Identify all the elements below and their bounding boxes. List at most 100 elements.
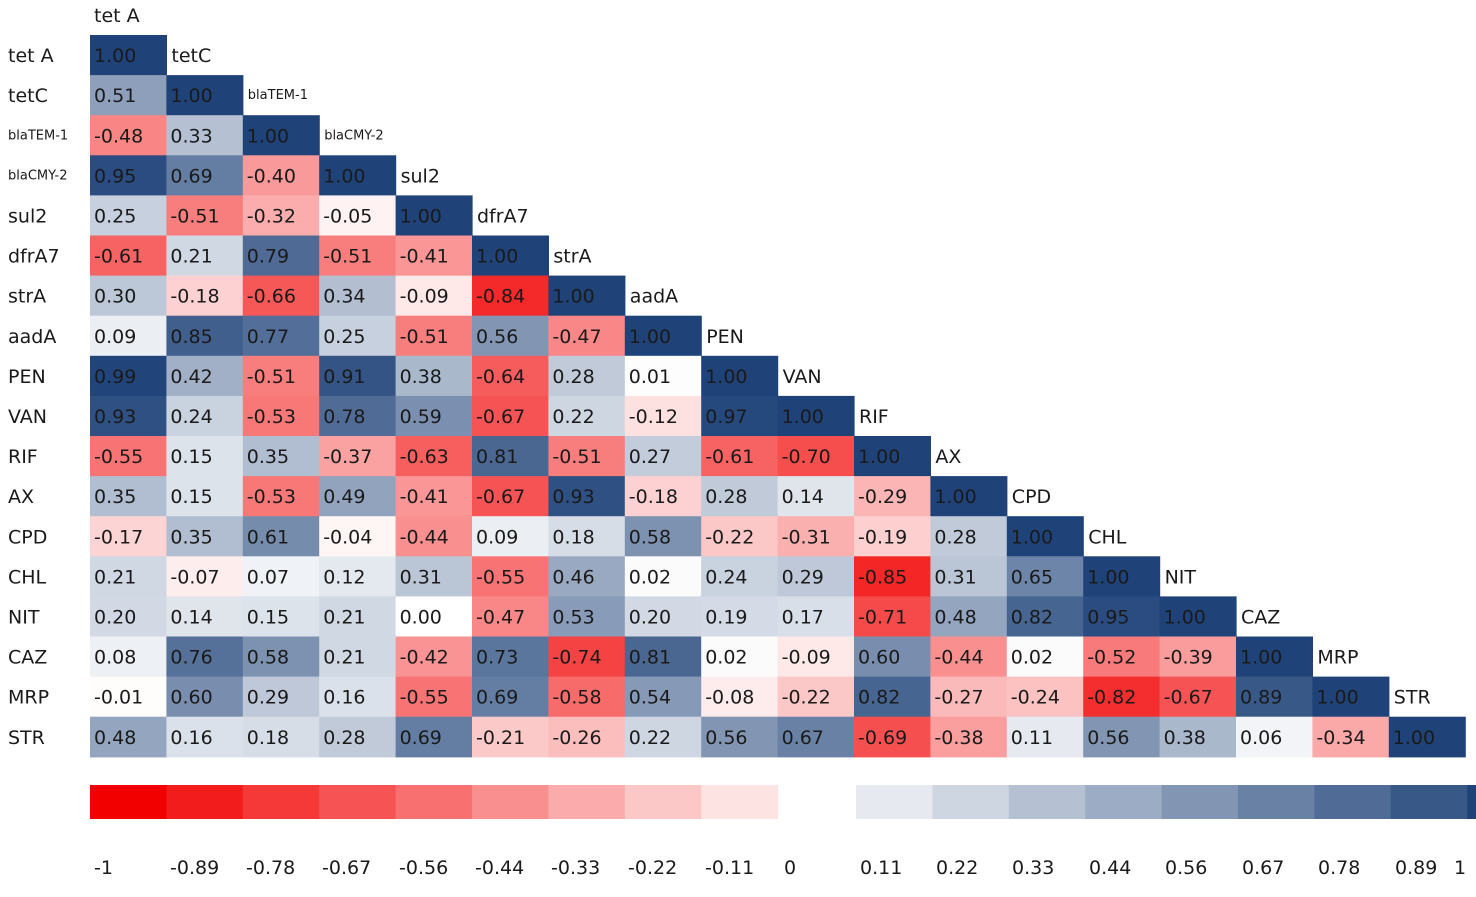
legend-swatch-neg-1 — [166, 785, 244, 819]
legend-swatch-neg-6 — [548, 785, 626, 819]
cell-value-15-11: -0.44 — [934, 647, 983, 669]
cell-14-11 — [930, 596, 1008, 638]
cell-11-11 — [930, 476, 1008, 517]
cell-17-1 — [166, 716, 244, 758]
cell-value-14-6: 0.53 — [552, 606, 594, 628]
cell-value-17-15: 0.06 — [1240, 727, 1282, 749]
cell-15-3 — [319, 636, 397, 678]
cell-value-5-5: 1.00 — [476, 246, 518, 268]
cell-15-6 — [548, 636, 626, 678]
cell-12-10 — [854, 516, 931, 557]
cell-value-4-3: -0.05 — [323, 205, 372, 227]
cell-17-12 — [1006, 716, 1084, 758]
cell-value-17-1: 0.16 — [170, 727, 212, 749]
cell-value-12-0: -0.17 — [94, 526, 143, 548]
cell-value-13-2: 0.07 — [247, 566, 289, 588]
cell-value-16-5: 0.69 — [476, 687, 518, 709]
cell-value-13-4: 0.31 — [400, 566, 442, 588]
cell-value-8-8: 1.00 — [705, 366, 747, 388]
cell-3-0 — [90, 155, 167, 196]
cell-7-6 — [548, 315, 626, 357]
cell-value-9-7: -0.12 — [629, 406, 678, 428]
legend-swatch-neg-8 — [701, 785, 779, 819]
cell-9-5 — [472, 395, 549, 437]
row-label-14: NIT — [8, 606, 40, 628]
cell-value-13-13: 1.00 — [1087, 566, 1129, 588]
cell-value-13-0: 0.21 — [94, 566, 136, 588]
cell-value-14-7: 0.20 — [629, 606, 671, 628]
cell-10-6 — [548, 436, 626, 477]
cell-11-9 — [777, 476, 855, 517]
cell-value-10-10: 1.00 — [858, 446, 900, 468]
cell-8-0 — [90, 355, 167, 397]
cell-13-5 — [472, 556, 549, 597]
legend-swatch-neg-7 — [624, 785, 702, 819]
cell-14-9 — [777, 596, 855, 638]
cell-value-14-10: -0.71 — [858, 606, 907, 628]
cell-6-3 — [319, 275, 397, 317]
cell-15-11 — [930, 636, 1008, 678]
cell-13-13 — [1083, 556, 1161, 597]
legend-swatch-neg-5 — [472, 785, 549, 819]
legend-swatch-pos-1 — [932, 785, 1010, 819]
cell-10-3 — [319, 436, 397, 477]
cell-value-14-2: 0.15 — [247, 606, 289, 628]
cell-value-16-0: -0.01 — [94, 687, 143, 709]
cell-value-12-6: 0.18 — [552, 526, 594, 548]
legend-tick-zero: 0 — [784, 857, 796, 879]
column-label-5: dfrA7 — [477, 205, 529, 227]
cell-value-12-8: -0.22 — [705, 526, 754, 548]
cell-6-5 — [472, 275, 549, 317]
cell-value-6-1: -0.18 — [170, 286, 219, 308]
cell-value-14-8: 0.19 — [705, 606, 747, 628]
legend-swatch-neg-2 — [242, 785, 320, 819]
legend-swatch-pos-6 — [1314, 785, 1392, 819]
cell-value-15-9: -0.09 — [782, 647, 831, 669]
column-label-6: strA — [553, 246, 591, 268]
row-label-5: dfrA7 — [8, 246, 60, 268]
cell-value-3-2: -0.40 — [247, 165, 296, 187]
cell-value-5-4: -0.41 — [400, 246, 449, 268]
cell-value-15-12: 0.02 — [1011, 647, 1053, 669]
cell-16-13 — [1083, 676, 1161, 718]
cell-13-10 — [854, 556, 931, 597]
column-label-2: blaTEM-1 — [248, 88, 308, 103]
cell-9-0 — [90, 395, 167, 437]
cell-value-11-1: 0.15 — [170, 486, 212, 508]
cell-value-4-4: 1.00 — [400, 205, 442, 227]
cell-12-0 — [90, 516, 167, 557]
cell-value-8-6: 0.28 — [552, 366, 594, 388]
cell-value-16-6: -0.58 — [552, 687, 601, 709]
cell-14-10 — [854, 596, 931, 638]
cell-value-16-13: -0.82 — [1087, 687, 1136, 709]
row-label-12: CPD — [8, 526, 47, 548]
row-label-1: tetC — [8, 85, 48, 107]
legend-tick-pos-7: 0.89 — [1395, 857, 1437, 879]
cell-13-12 — [1006, 556, 1084, 597]
cell-value-7-4: -0.51 — [400, 326, 449, 348]
cell-value-13-8: 0.24 — [705, 566, 747, 588]
cell-5-2 — [242, 235, 320, 277]
column-label-14: NIT — [1165, 566, 1197, 588]
cell-16-4 — [395, 676, 473, 718]
cell-value-8-5: -0.64 — [476, 366, 525, 388]
cell-6-4 — [395, 275, 473, 317]
cell-2-0 — [90, 115, 167, 156]
cell-value-14-1: 0.14 — [170, 606, 212, 628]
cell-value-2-2: 1.00 — [247, 125, 289, 147]
cell-0-0 — [90, 35, 167, 76]
cell-5-5 — [472, 235, 549, 277]
legend-swatch-neg-4 — [395, 785, 473, 819]
cell-8-4 — [395, 355, 473, 397]
cell-5-1 — [166, 235, 244, 277]
row-label-6: strA — [8, 286, 46, 308]
cell-value-10-8: -0.61 — [705, 446, 754, 468]
cell-value-9-8: 0.97 — [705, 406, 747, 428]
cell-value-1-1: 1.00 — [170, 85, 212, 107]
cell-value-17-14: 0.38 — [1164, 727, 1206, 749]
legend-tick-pos-4: 0.56 — [1165, 857, 1207, 879]
cell-7-3 — [319, 315, 397, 357]
cell-value-2-0: -0.48 — [94, 125, 143, 147]
cell-value-15-10: 0.60 — [858, 647, 900, 669]
cell-8-6 — [548, 355, 626, 397]
